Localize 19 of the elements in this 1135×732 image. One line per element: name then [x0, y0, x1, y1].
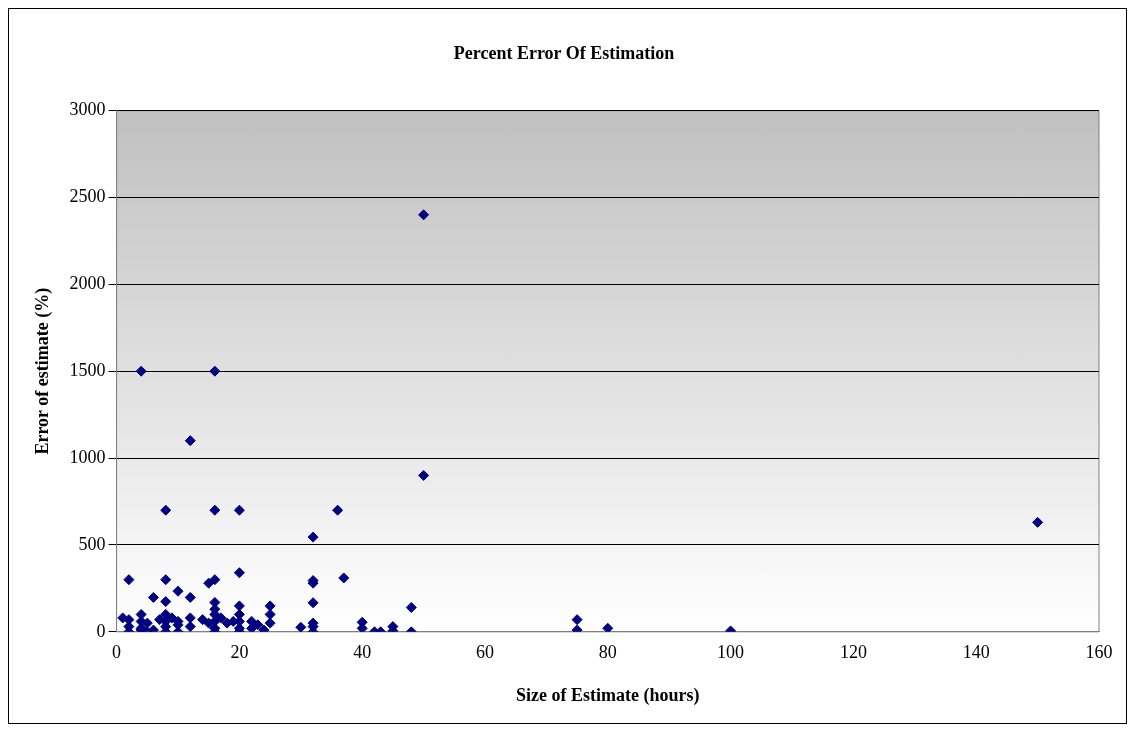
x-tick-label: 60: [476, 642, 494, 663]
y-tick-label: 0: [96, 620, 106, 641]
y-tick-label: 1500: [69, 359, 106, 380]
x-tick-label: 20: [230, 642, 249, 663]
y-tick-label: 1000: [69, 446, 106, 467]
x-tick-label: 120: [839, 642, 867, 663]
y-tick-label: 2000: [69, 273, 106, 294]
x-tick-label: 40: [353, 642, 372, 663]
x-tick-label: 140: [962, 642, 990, 663]
x-axis-title: Size of Estimate (hours): [516, 684, 700, 706]
chart-title: Percent Error Of Estimation: [453, 43, 675, 64]
y-tick-label: 2500: [69, 186, 106, 207]
x-tick-label: 0: [112, 642, 122, 663]
x-tick-label: 80: [598, 642, 617, 663]
y-axis-title: Error of estimate (%): [32, 287, 54, 455]
x-tick-label: 160: [1085, 642, 1113, 663]
x-tick-label: 100: [717, 642, 745, 663]
y-tick-label: 3000: [69, 99, 106, 120]
y-tick-label: 500: [78, 533, 106, 554]
